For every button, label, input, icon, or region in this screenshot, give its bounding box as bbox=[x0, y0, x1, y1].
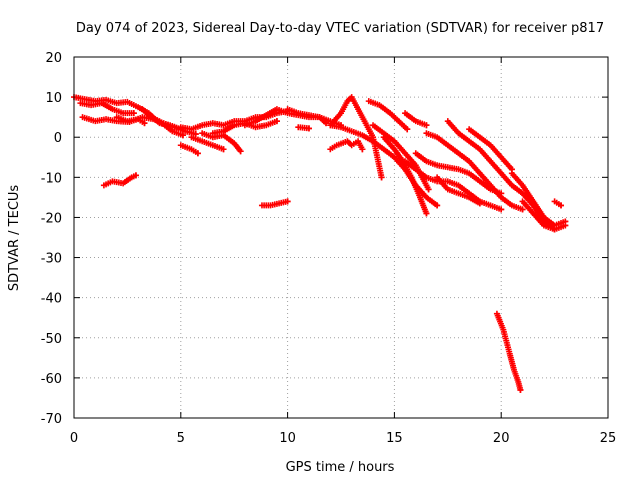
series-track-20 bbox=[402, 110, 430, 129]
series-track-7 bbox=[188, 134, 227, 153]
data-point bbox=[404, 126, 411, 133]
x-tick-label: 20 bbox=[493, 431, 510, 446]
series-track-19 bbox=[365, 98, 411, 133]
y-tick-label: -40 bbox=[41, 292, 62, 307]
data-point bbox=[519, 206, 526, 213]
series-track-26 bbox=[466, 126, 515, 173]
data-point bbox=[141, 120, 148, 127]
series-track-23 bbox=[434, 174, 483, 207]
series-track-28 bbox=[519, 198, 569, 233]
chart-title: Day 074 of 2023, Sidereal Day-to-day VTE… bbox=[76, 21, 604, 36]
series-track-2 bbox=[77, 100, 137, 117]
data-point bbox=[562, 222, 569, 229]
data-point bbox=[498, 206, 505, 213]
y-axis-label: SDTVAR / TECUs bbox=[7, 185, 22, 292]
x-tick-label: 10 bbox=[279, 431, 296, 446]
grid bbox=[74, 57, 608, 418]
data-point bbox=[558, 202, 565, 209]
x-tick-label: 15 bbox=[386, 431, 403, 446]
series-track-27 bbox=[508, 170, 569, 229]
data-marks bbox=[71, 94, 569, 393]
series-track-29 bbox=[551, 198, 565, 209]
data-point bbox=[305, 125, 312, 132]
data-point bbox=[517, 386, 524, 393]
data-point bbox=[273, 118, 280, 125]
data-point bbox=[237, 148, 244, 155]
y-tick-label: 10 bbox=[45, 91, 62, 106]
data-point bbox=[425, 186, 432, 193]
y-tick-label: -70 bbox=[41, 412, 62, 427]
series-track-6 bbox=[177, 108, 291, 133]
series-track-24 bbox=[423, 130, 526, 213]
series-track-15 bbox=[327, 138, 366, 153]
data-point bbox=[359, 146, 366, 153]
y-tick-label: -50 bbox=[41, 332, 62, 347]
data-point bbox=[423, 122, 430, 129]
plot-frame bbox=[73, 56, 609, 419]
series-track-4 bbox=[113, 114, 148, 127]
series-track-31 bbox=[258, 198, 291, 209]
series-track-13 bbox=[295, 124, 312, 132]
data-point bbox=[284, 198, 291, 205]
y-tick-label: 20 bbox=[45, 51, 62, 66]
data-point bbox=[378, 174, 385, 181]
series-track-18 bbox=[380, 134, 430, 217]
x-axis-label: GPS time / hours bbox=[286, 460, 395, 475]
y-tick-label: -60 bbox=[41, 372, 62, 387]
series-track-5 bbox=[139, 106, 186, 139]
y-tick-label: 0 bbox=[54, 131, 62, 146]
y-tick-label: -20 bbox=[41, 211, 62, 226]
data-point bbox=[194, 150, 201, 157]
series-track-12 bbox=[284, 106, 330, 127]
data-point bbox=[323, 120, 330, 127]
data-point bbox=[220, 146, 227, 153]
series-track-8 bbox=[199, 130, 244, 155]
data-point bbox=[132, 172, 139, 179]
series-track-32 bbox=[493, 310, 524, 393]
data-point bbox=[476, 200, 483, 207]
data-point bbox=[130, 110, 137, 117]
y-tick-label: -10 bbox=[41, 171, 62, 186]
x-tick-label: 5 bbox=[177, 431, 185, 446]
axis-ticks: 0 5 10 15 20 25 20 10 0 -10 -20 -30 -40 -50 -60 -70 bbox=[41, 51, 617, 446]
series-track-14 bbox=[327, 94, 385, 181]
y-tick-label: -30 bbox=[41, 252, 62, 267]
series-track-30 bbox=[100, 172, 139, 189]
data-point bbox=[179, 132, 186, 139]
data-point bbox=[423, 210, 430, 217]
data-point bbox=[434, 202, 441, 209]
series-track-9 bbox=[177, 142, 201, 157]
x-tick-label: 25 bbox=[600, 431, 617, 446]
x-tick-label: 0 bbox=[70, 431, 78, 446]
